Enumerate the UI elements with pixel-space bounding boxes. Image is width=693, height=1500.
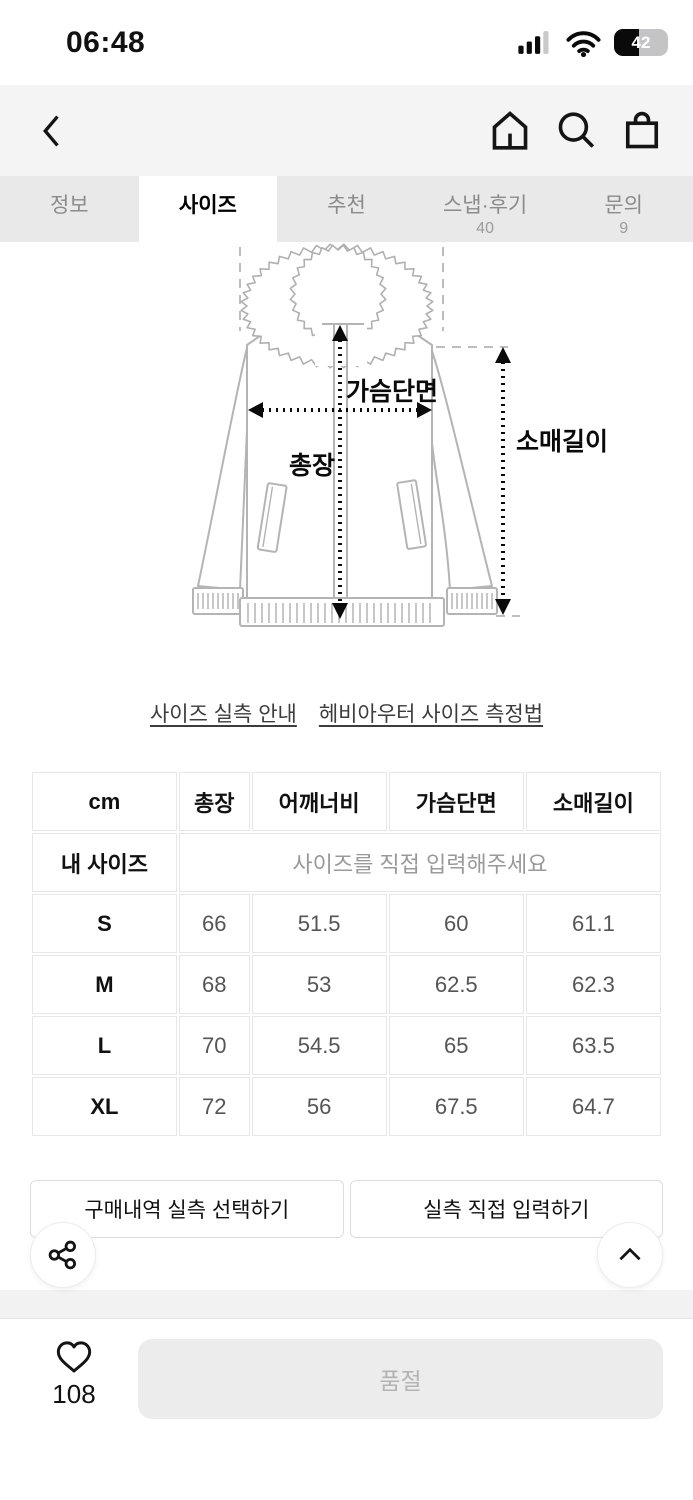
tab-inquiry[interactable]: 문의 9 (604, 194, 643, 237)
back-chevron-icon (43, 114, 59, 147)
status-icons: 42 (517, 29, 668, 57)
tab-snap-reviews-count: 40 (476, 220, 494, 237)
heavy-outer-measure-link[interactable]: 헤비아우터 사이즈 측정법 (318, 703, 544, 726)
measurement-actions: 구매내역 실측 선택하기 실측 직접 입력하기 (30, 1180, 663, 1238)
total-length-arrow (332, 325, 348, 619)
size-table: cm 총장 어깨너비 가슴단면 소매길이 내 사이즈 사이즈를 직접 입력해주세… (30, 770, 663, 1138)
search-button[interactable] (555, 109, 597, 153)
bottom-purchase-bar: 108 품절 (0, 1318, 693, 1500)
sleeve-length-arrow (495, 347, 511, 615)
like-button[interactable]: 108 (46, 1339, 102, 1410)
col-header-cm: cm (32, 772, 177, 831)
table-row-l: L 70 54.5 65 63.5 (32, 1016, 661, 1075)
col-header-shoulder: 어깨너비 (251, 772, 387, 831)
heart-icon (56, 1341, 92, 1373)
share-icon (48, 1240, 77, 1270)
my-size-label: 내 사이즈 (32, 833, 177, 892)
table-row-s: S 66 51.5 60 61.1 (32, 894, 661, 953)
tab-inquiry-count: 9 (619, 220, 629, 237)
jacket-left-sleeve (197, 347, 248, 591)
scroll-to-top-button[interactable] (597, 1222, 663, 1288)
jacket-measurement-diagram: 가슴단면 총장 소매길이 (192, 243, 608, 627)
tab-size[interactable]: 사이즈 (138, 176, 278, 242)
col-header-length: 총장 (178, 772, 250, 831)
section-divider (0, 1290, 693, 1318)
jacket-right-cuff (446, 587, 498, 615)
sold-out-button[interactable]: 품절 (138, 1339, 663, 1419)
battery-percent: 42 (631, 32, 651, 52)
search-icon (558, 111, 595, 148)
measurement-links: 사이즈 실측 안내 헤비아우터 사이즈 측정법 (0, 698, 693, 728)
cellular-signal-icon (518, 31, 549, 54)
my-size-input-placeholder[interactable]: 사이즈를 직접 입력해주세요 (178, 833, 661, 892)
size-table-header-row: cm 총장 어깨너비 가슴단면 소매길이 (32, 772, 661, 831)
col-header-sleeve: 소매길이 (525, 772, 661, 831)
like-count: 108 (52, 1379, 96, 1409)
size-measure-guide-link[interactable]: 사이즈 실측 안내 (149, 703, 297, 726)
tab-info[interactable]: 정보 (49, 194, 89, 217)
back-button[interactable] (36, 111, 70, 151)
cart-bag-button[interactable] (621, 109, 663, 153)
share-button[interactable] (30, 1222, 96, 1288)
jacket-right-pocket (396, 479, 427, 550)
sleeve-length-label: 소매길이 (516, 428, 608, 456)
total-length-label: 총장 (289, 452, 335, 480)
shopping-bag-icon (625, 111, 659, 148)
chevron-up-icon (619, 1247, 641, 1261)
clock: 06:48 (66, 25, 146, 59)
tab-bar: 정보 사이즈 추천 스냅·후기 40 문의 9 (0, 176, 693, 242)
status-bar: 06:48 42 (0, 0, 693, 85)
table-row-m: M 68 53 62.5 62.3 (32, 955, 661, 1014)
jacket-left-pocket (256, 482, 288, 553)
jacket-right-sleeve (430, 347, 493, 591)
home-icon (492, 110, 528, 150)
my-size-row: 내 사이즈 사이즈를 직접 입력해주세요 (32, 833, 661, 892)
battery-icon: 42 (614, 29, 668, 56)
tab-snap-reviews[interactable]: 스냅·후기 40 (442, 194, 528, 237)
chest-width-label: 가슴단면 (346, 378, 438, 406)
tab-recommend[interactable]: 추천 (327, 194, 366, 217)
col-header-chest: 가슴단면 (388, 772, 524, 831)
home-button[interactable] (489, 109, 531, 153)
nav-bar (0, 85, 693, 176)
jacket-left-cuff (192, 587, 244, 615)
wifi-icon (566, 30, 601, 57)
table-row-xl: XL 72 56 67.5 64.7 (32, 1077, 661, 1136)
